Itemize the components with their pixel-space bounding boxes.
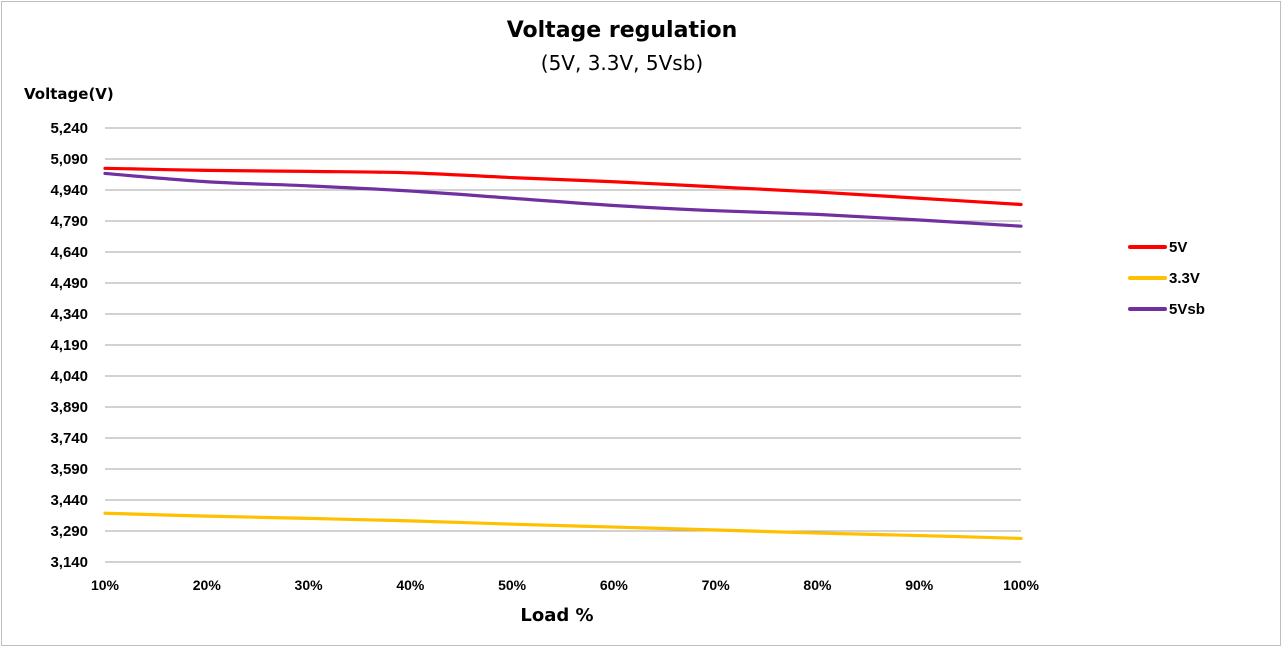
chart-subtitle: (5V, 3.3V, 5Vsb): [541, 51, 703, 75]
x-tick-label: 20%: [193, 577, 222, 593]
y-axis-label: Voltage(V): [24, 85, 114, 103]
legend-label-3-3v: 3.3V: [1169, 270, 1200, 287]
y-tick-label: 4,640: [50, 244, 88, 261]
series-line-3-3v: [103, 511, 1023, 541]
x-tick-labels: 10% 20% 30% 40% 50% 60% 70% 80% 90% 100%: [91, 577, 1039, 593]
y-tick-label: 5,240: [50, 120, 88, 137]
x-tick-label: 30%: [295, 577, 324, 593]
y-tick-label: 3,440: [50, 492, 88, 509]
x-tick-label: 90%: [905, 577, 934, 593]
y-tick-label: 4,190: [50, 337, 88, 354]
x-tick-label: 100%: [1003, 577, 1039, 593]
legend-label-5v: 5V: [1169, 239, 1187, 256]
series-line-5v: [103, 166, 1023, 207]
y-tick-label: 3,590: [50, 461, 88, 478]
y-tick-label: 4,790: [50, 213, 88, 230]
series-layer: [103, 166, 1023, 541]
y-tick-label: 4,490: [50, 275, 88, 292]
y-tick-label: 3,140: [50, 554, 88, 571]
x-axis-label: Load %: [520, 605, 593, 626]
y-tick-label: 3,740: [50, 430, 88, 447]
y-tick-label: 5,090: [50, 151, 88, 168]
chart-title: Voltage regulation: [507, 18, 738, 43]
x-tick-label: 50%: [498, 577, 527, 593]
x-tick-label: 80%: [803, 577, 832, 593]
series-line-5vsb: [103, 171, 1023, 228]
x-tick-label: 70%: [702, 577, 731, 593]
y-tick-label: 4,340: [50, 306, 88, 323]
y-tick-label: 3,290: [50, 523, 88, 540]
x-tick-label: 60%: [600, 577, 629, 593]
y-tick-label: 3,890: [50, 399, 88, 416]
x-tick-label: 40%: [396, 577, 425, 593]
y-tick-label: 4,040: [50, 368, 88, 385]
grid-layer: [105, 127, 1021, 563]
y-tick-label: 4,940: [50, 182, 88, 199]
legend: 5V 3.3V 5Vsb: [1128, 239, 1205, 318]
y-tick-labels: 5,240 5,090 4,940 4,790 4,640 4,490 4,340 4,190…: [50, 120, 88, 571]
x-tick-label: 10%: [91, 577, 120, 593]
legend-label-5vsb: 5Vsb: [1169, 301, 1205, 318]
